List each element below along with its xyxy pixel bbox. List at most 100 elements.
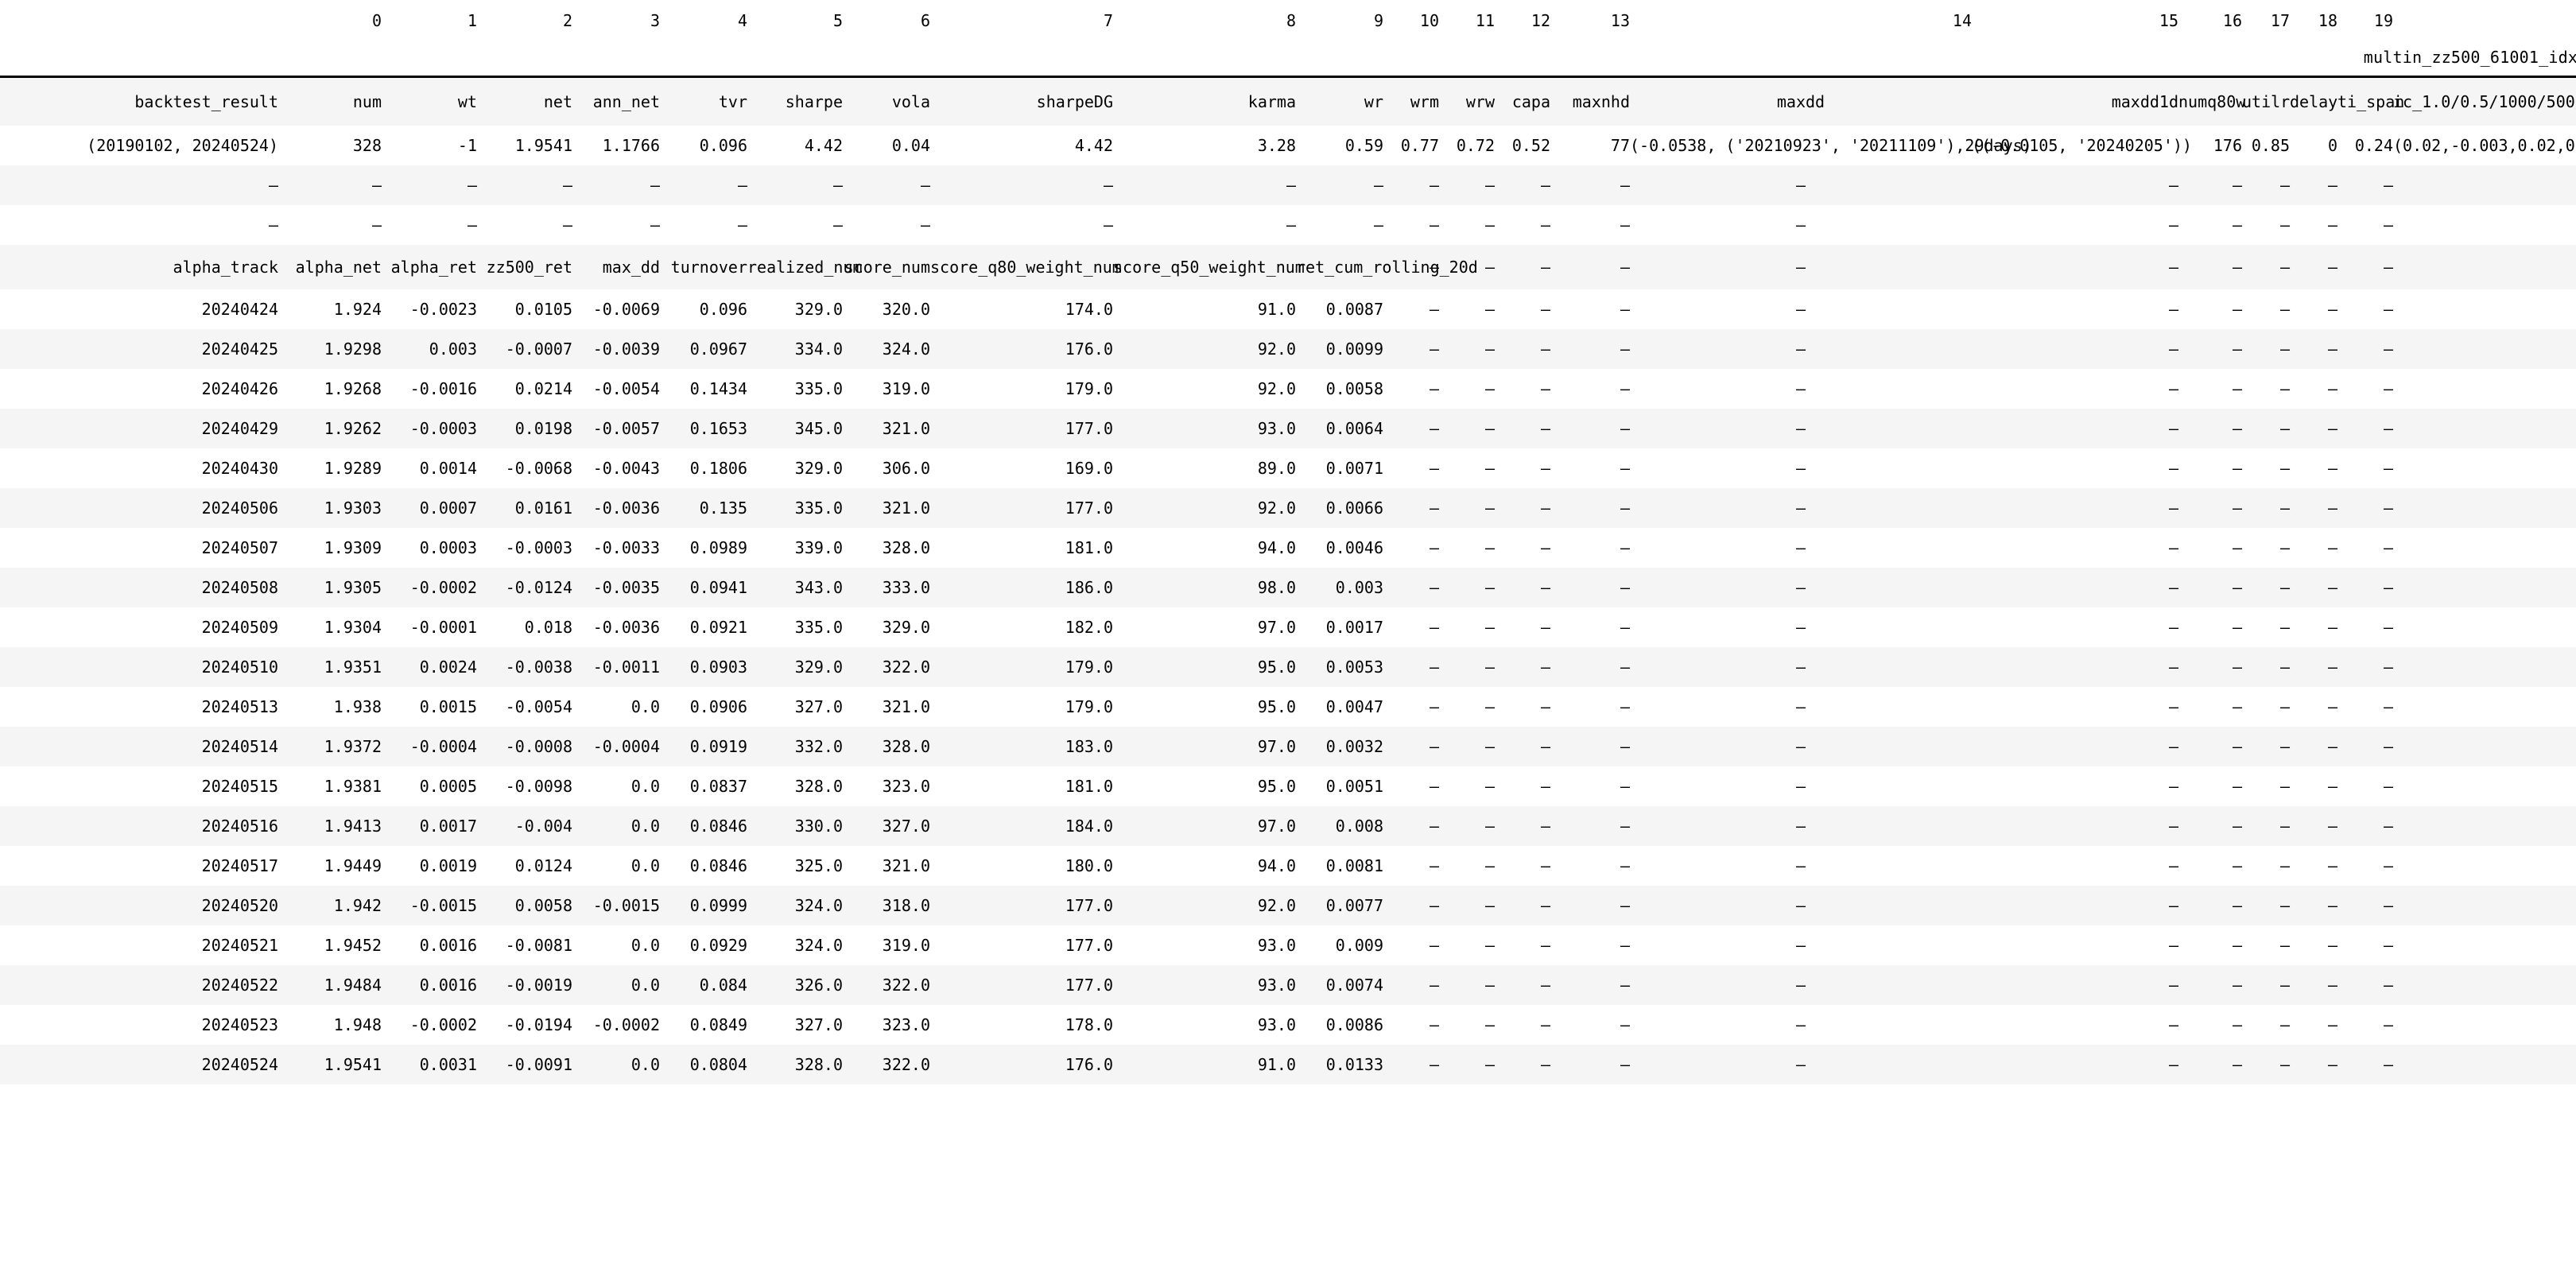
cell-dash: —: [2232, 658, 2242, 677]
cell-sharpe: 4.42: [804, 136, 843, 155]
table-header-row: backtest_result num wt net ann_net tvr s…: [0, 78, 2576, 126]
cell-realized_num: 324.0: [794, 896, 843, 915]
header-max_dd: max_dd: [572, 245, 660, 289]
cell-realized_num: 326.0: [794, 976, 843, 995]
cell-dash: —: [1795, 697, 1806, 716]
cell-dash: —: [2168, 856, 2178, 875]
cell-dash: —: [2279, 379, 2290, 398]
cell-net: 1.9541: [514, 136, 572, 155]
table-row: 20240510 1.9351 0.0024 -0.0038 -0.0011 0.0903…: [0, 647, 2576, 687]
cell-dash: —: [1620, 499, 1630, 518]
cell-dash: —: [2232, 856, 2242, 875]
cell-dash: —: [1484, 896, 1495, 915]
cell-alpha_net: 1.924: [333, 300, 382, 319]
header-turnover: turnover: [660, 245, 747, 289]
cell-ret_cum_rolling_20d: 0.0071: [1325, 459, 1383, 478]
colnum-20: 20: [2393, 0, 2576, 41]
cell-dash: —: [1484, 300, 1495, 319]
cell-dash: —: [1484, 618, 1495, 637]
alpha-track-header-row: alpha_track alpha_net alpha_ret zz500_re…: [0, 245, 2576, 289]
colnum-17: 17: [2270, 11, 2290, 30]
cell-wt: -1: [457, 136, 477, 155]
cell-dash: —: [2168, 459, 2178, 478]
cell-alpha_track: 20240513: [201, 697, 278, 716]
cell-dash: —: [2232, 499, 2242, 518]
colnum-6: 6: [920, 11, 930, 30]
cell-zz500_ret: -0.0194: [505, 1015, 572, 1034]
cell-dash: —: [1484, 1015, 1495, 1034]
cell-dash: —: [1795, 499, 1806, 518]
cell-alpha_net: 1.9298: [324, 339, 382, 359]
cell-max_dd: 0.0: [630, 976, 660, 995]
cell-zz500_ret: 0.0198: [514, 419, 572, 438]
colnum-13: 13: [1610, 11, 1630, 30]
cell-score_q80_weight_num: 177.0: [1065, 976, 1113, 995]
cell-dash: —: [2168, 817, 2178, 836]
cell-alpha_ret: 0.0031: [419, 1055, 477, 1074]
cell-dash: —: [1429, 499, 1439, 518]
cell-dash: —: [1620, 578, 1630, 597]
cell-dash: —: [1540, 538, 1550, 557]
cell-turnover: 0.0906: [689, 697, 747, 716]
cell-alpha_ret: -0.0002: [409, 1015, 477, 1034]
cell-dash: —: [2279, 896, 2290, 915]
cell-dash: —: [2383, 215, 2393, 235]
cell-dash: —: [2327, 777, 2337, 796]
cell-zz500_ret: -0.0098: [505, 777, 572, 796]
cell-dash: —: [1439, 245, 1495, 289]
cell-score_q80_weight_num: 174.0: [1065, 300, 1113, 319]
cell-dash: —: [2383, 339, 2393, 359]
cell-dash: —: [2327, 697, 2337, 716]
cell-dash: —: [920, 215, 930, 235]
cell-dash: —: [1484, 936, 1495, 955]
cell-realized_num: 324.0: [794, 936, 843, 955]
cell-dash: —: [1795, 215, 1806, 235]
table-row: 20240509 1.9304 -0.0001 0.018 -0.0036 0.0921 3…: [0, 607, 2576, 647]
cell-dash: —: [2168, 578, 2178, 597]
cell-dash: —: [2393, 448, 2576, 488]
cell-dash: —: [2383, 538, 2393, 557]
cell-dash: —: [467, 215, 477, 235]
cell-dash: —: [1484, 379, 1495, 398]
cell-dash: —: [2168, 697, 2178, 716]
cell-dash: —: [2393, 607, 2576, 647]
cell-dash: —: [1540, 379, 1550, 398]
cell-dash: —: [2383, 300, 2393, 319]
cell-dash: —: [2383, 737, 2393, 756]
cell-dash: —: [1620, 1055, 1630, 1074]
colnum-1: 1: [467, 11, 477, 30]
cell-score_num: 320.0: [882, 300, 930, 319]
cell-zz500_ret: 0.0214: [514, 379, 572, 398]
header-sharpeDG: sharpeDG: [930, 78, 1113, 126]
cell-dash: —: [1795, 658, 1806, 677]
cell-dash: —: [1540, 856, 1550, 875]
cell-vola: 0.04: [891, 136, 930, 155]
cell-alpha_net: 1.9304: [324, 618, 382, 637]
cell-dash: —: [1620, 300, 1630, 319]
cell-alpha_track: 20240520: [201, 896, 278, 915]
cell-max_dd: -0.0054: [592, 379, 660, 398]
cell-dash: —: [2393, 1005, 2576, 1045]
cell-dash: —: [2383, 697, 2393, 716]
cell-dash: —: [2232, 300, 2242, 319]
table-row-summary: (20190102, 20240524) 328 -1 1.9541 1.176…: [0, 126, 2576, 165]
cell-dash: —: [1495, 245, 1550, 289]
cell-alpha_ret: 0.0007: [419, 499, 477, 518]
cell-score_num: 321.0: [882, 499, 930, 518]
table-row: 20240514 1.9372 -0.0004 -0.0008 -0.0004 0.091…: [0, 727, 2576, 766]
cell-dash: —: [1620, 339, 1630, 359]
cell-score_num: 321.0: [882, 419, 930, 438]
cell-dash: —: [1540, 1015, 1550, 1034]
cell-dash: —: [2393, 488, 2576, 528]
cell-dash: —: [1795, 936, 1806, 955]
cell-dash: —: [1429, 658, 1439, 677]
cell-realized_num: 330.0: [794, 817, 843, 836]
cell-alpha_track: 20240510: [201, 658, 278, 677]
colnum-4: 4: [737, 11, 747, 30]
cell-score_num: 323.0: [882, 1015, 930, 1034]
cell-dash: —: [1795, 896, 1806, 915]
cell-dash: —: [832, 215, 843, 235]
header-maxdd: maxdd: [1630, 78, 1972, 126]
cell-alpha_ret: 0.0005: [419, 777, 477, 796]
cell-alpha_net: 1.9262: [324, 419, 382, 438]
